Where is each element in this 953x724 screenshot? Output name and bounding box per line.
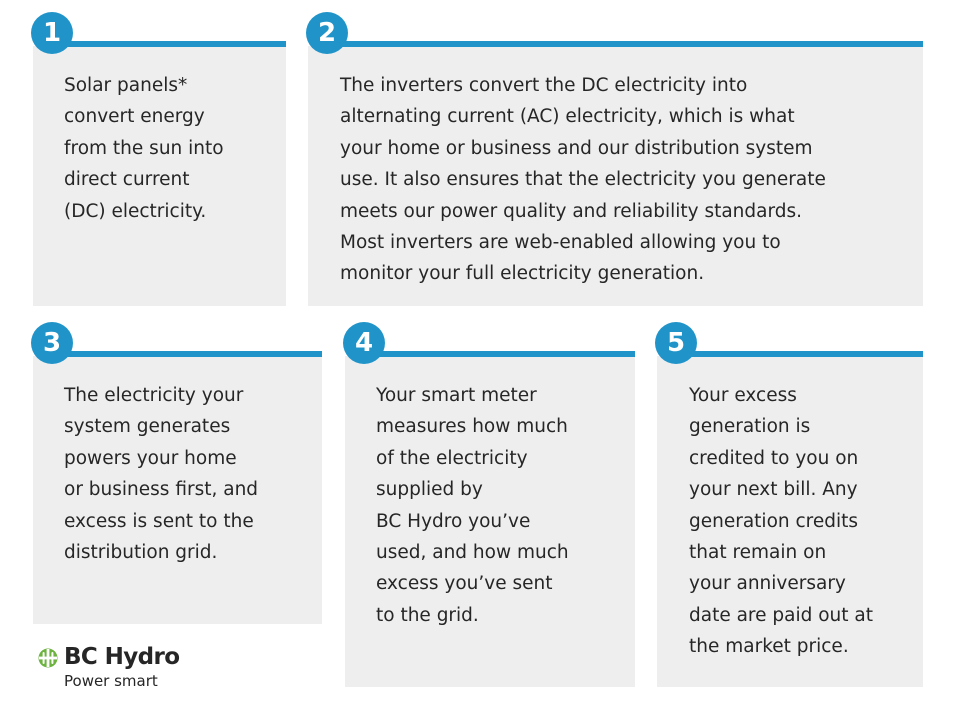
bc-hydro-logo: BC Hydro Power smart	[38, 642, 188, 692]
step-4-text: Your smart meter measures how much of th…	[376, 385, 569, 626]
step-2-header-rule	[326, 41, 923, 47]
step-5-text: Your excess generation is credited to yo…	[689, 385, 874, 658]
step-3-number-badge: 3	[31, 322, 73, 364]
step-4-number-badge: 4	[343, 322, 385, 364]
step-3-card	[33, 356, 322, 624]
step-2-card	[308, 46, 923, 306]
step-3-header-rule	[52, 351, 322, 357]
step-1-header-rule	[52, 41, 286, 47]
bc-hydro-logo-icon	[38, 648, 58, 668]
step-1-card	[33, 46, 286, 306]
step-5-number-badge: 5	[655, 322, 697, 364]
step-5-card	[657, 356, 923, 687]
step-4-header-rule	[364, 351, 635, 357]
logo-name: BC Hydro	[64, 644, 180, 670]
step-3-text: The electricity your system generates po…	[64, 385, 259, 564]
step-5-header-rule	[676, 351, 923, 357]
step-2-text: The inverters convert the DC electricity…	[340, 75, 826, 285]
step-2-number-badge: 2	[306, 12, 348, 54]
step-1-number-badge: 1	[31, 12, 73, 54]
step-1-text: Solar panels* convert energy from the su…	[64, 75, 224, 222]
step-4-card	[345, 356, 635, 687]
logo-tagline: Power smart	[64, 672, 158, 690]
